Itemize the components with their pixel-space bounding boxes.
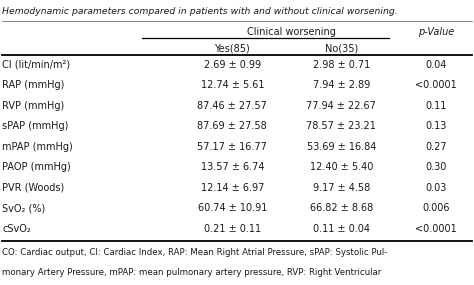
- Text: 2.98 ± 0.71: 2.98 ± 0.71: [313, 60, 370, 70]
- Text: 78.57 ± 23.21: 78.57 ± 23.21: [306, 121, 376, 131]
- Text: PVR (Woods): PVR (Woods): [2, 183, 64, 193]
- Text: 66.82 ± 8.68: 66.82 ± 8.68: [310, 203, 373, 213]
- Text: 57.17 ± 16.77: 57.17 ± 16.77: [197, 142, 267, 152]
- Text: RVP (mmHg): RVP (mmHg): [2, 101, 64, 111]
- Text: 0.03: 0.03: [425, 183, 447, 193]
- Text: 0.04: 0.04: [425, 60, 447, 70]
- Text: CO: Cardiac output, CI: Cardiac Index, RAP: Mean Right Atrial Pressure, sPAP: Sy: CO: Cardiac output, CI: Cardiac Index, R…: [2, 248, 388, 257]
- Text: sPAP (mmHg): sPAP (mmHg): [2, 121, 69, 131]
- Text: 0.13: 0.13: [425, 121, 447, 131]
- Text: <0.0001: <0.0001: [415, 80, 457, 90]
- Text: mPAP (mmHg): mPAP (mmHg): [2, 142, 73, 152]
- Text: CI (lit/min/m²): CI (lit/min/m²): [2, 60, 71, 70]
- Text: 0.11: 0.11: [425, 101, 447, 111]
- Text: SvO₂ (%): SvO₂ (%): [2, 203, 46, 213]
- Text: p-Value: p-Value: [418, 27, 454, 37]
- Text: 2.69 ± 0.99: 2.69 ± 0.99: [204, 60, 261, 70]
- Text: <0.0001: <0.0001: [415, 224, 457, 234]
- Text: 7.94 ± 2.89: 7.94 ± 2.89: [313, 80, 370, 90]
- Text: 87.46 ± 27.57: 87.46 ± 27.57: [197, 101, 267, 111]
- Text: 12.74 ± 5.61: 12.74 ± 5.61: [201, 80, 264, 90]
- Text: 0.006: 0.006: [422, 203, 450, 213]
- Text: 12.40 ± 5.40: 12.40 ± 5.40: [310, 162, 373, 172]
- Text: 60.74 ± 10.91: 60.74 ± 10.91: [198, 203, 267, 213]
- Text: 12.14 ± 6.97: 12.14 ± 6.97: [201, 183, 264, 193]
- Text: 0.21 ± 0.11: 0.21 ± 0.11: [204, 224, 261, 234]
- Text: RAP (mmHg): RAP (mmHg): [2, 80, 65, 90]
- Text: 0.30: 0.30: [425, 162, 447, 172]
- Text: 13.57 ± 6.74: 13.57 ± 6.74: [201, 162, 264, 172]
- Text: cSvO₂: cSvO₂: [2, 224, 31, 234]
- Text: Hemodynamic parameters compared in patients with and without clinical worsening.: Hemodynamic parameters compared in patie…: [2, 7, 398, 16]
- Text: PAOP (mmHg): PAOP (mmHg): [2, 162, 71, 172]
- Text: 53.69 ± 16.84: 53.69 ± 16.84: [307, 142, 376, 152]
- Text: monary Artery Pressure, mPAP: mean pulmonary artery pressure, RVP: Right Ventric: monary Artery Pressure, mPAP: mean pulmo…: [2, 268, 382, 277]
- Text: 0.27: 0.27: [425, 142, 447, 152]
- Text: Clinical worsening: Clinical worsening: [247, 27, 336, 37]
- Text: 0.11 ± 0.04: 0.11 ± 0.04: [313, 224, 370, 234]
- Text: Yes(85): Yes(85): [214, 43, 250, 53]
- Text: No(35): No(35): [325, 43, 358, 53]
- Text: 9.17 ± 4.58: 9.17 ± 4.58: [313, 183, 370, 193]
- Text: 77.94 ± 22.67: 77.94 ± 22.67: [306, 101, 376, 111]
- Text: 87.69 ± 27.58: 87.69 ± 27.58: [197, 121, 267, 131]
